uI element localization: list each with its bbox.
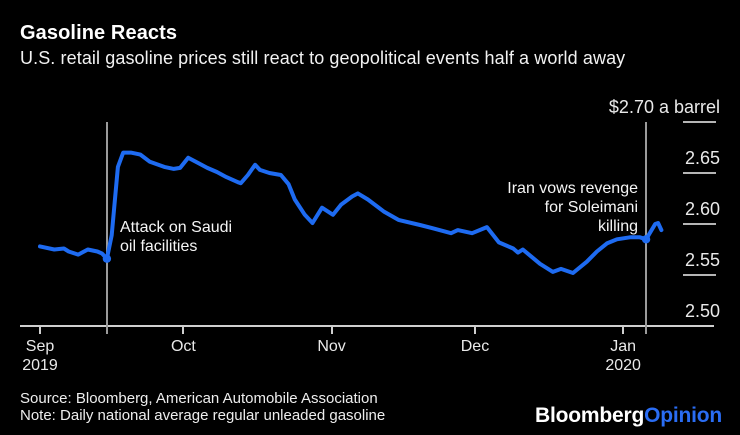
x-tick-label: Dec xyxy=(460,338,490,355)
y-tick-label: 2.55 xyxy=(684,250,720,270)
x-tick-year-label: 2020 xyxy=(605,357,641,374)
x-tick-mark xyxy=(330,325,333,334)
y-tick-mark xyxy=(683,172,716,174)
note-line: Note: Daily national average regular unl… xyxy=(20,407,386,424)
y-tick-label: 2.65 xyxy=(684,148,720,168)
y-tick-mark xyxy=(683,274,716,276)
y-tick-mark xyxy=(683,121,716,123)
y-tick-label: 2.50 xyxy=(684,301,720,321)
event-dot xyxy=(102,254,112,263)
logo-opinion: Opinion xyxy=(644,404,722,427)
bloomberg-opinion-logo: BloombergOpinion xyxy=(535,404,722,428)
source-line: Source: Bloomberg, American Automobile A… xyxy=(20,390,378,407)
annotation-saudi-attack: Attack on Saudi oil facilities xyxy=(120,219,233,255)
x-tick-label: Nov xyxy=(317,338,346,355)
chart-subtitle: U.S. retail gasoline prices still react … xyxy=(20,48,626,68)
x-tick-label: Jan xyxy=(610,338,637,355)
event-marker-line xyxy=(645,122,647,334)
x-tick-mark xyxy=(473,325,476,334)
annotation-iran-revenge: Iran vows revenge for Soleimani killing xyxy=(507,180,638,235)
y-tick-label: 2.60 xyxy=(684,199,720,219)
footnotes: Source: Bloomberg, American Automobile A… xyxy=(20,390,385,424)
price-line xyxy=(38,150,664,275)
x-tick-year-label: 2019 xyxy=(22,357,58,374)
event-marker-line xyxy=(106,122,108,334)
event-dot xyxy=(641,235,651,244)
x-tick-mark xyxy=(182,325,185,334)
y-tick-label: $2.70 a barrel xyxy=(608,97,720,117)
x-tick-label: Oct xyxy=(170,338,196,355)
y-tick-mark xyxy=(683,223,716,225)
chart-title: Gasoline Reacts xyxy=(20,22,178,44)
x-axis-line xyxy=(20,325,714,327)
x-tick-mark xyxy=(622,325,625,334)
x-tick-mark xyxy=(39,325,41,334)
x-tick-label: Sep xyxy=(25,338,55,355)
logo-bloomberg: Bloomberg xyxy=(535,404,645,427)
